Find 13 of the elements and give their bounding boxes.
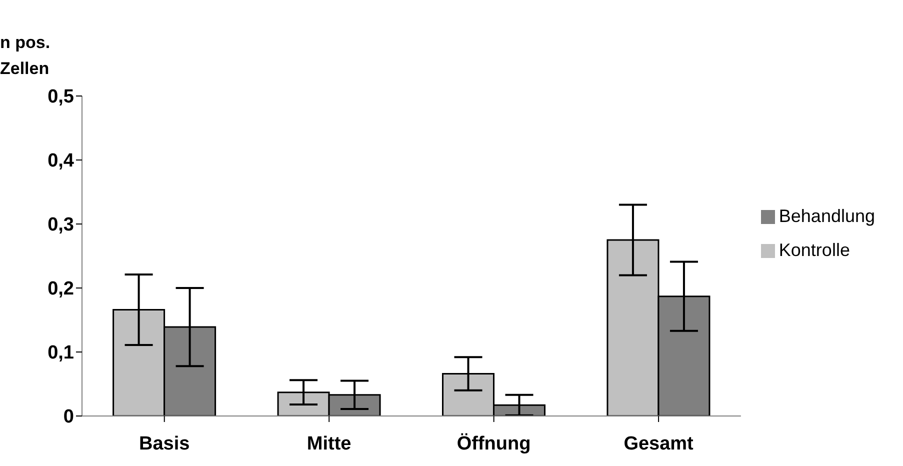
x-tick-label: Basis — [139, 433, 190, 454]
y-tick-label: 0,5 — [48, 86, 74, 108]
x-tick-label: Gesamt — [624, 433, 694, 454]
legend-label: Behandlung — [778, 206, 875, 226]
y-tick-label: 0,2 — [48, 278, 74, 300]
x-tick-label: Öffnung — [456, 432, 531, 454]
y-tick-label: 0 — [63, 406, 74, 428]
y-axis-title: n pos. Zellen — [0, 32, 52, 80]
y-tick-label: 0,4 — [48, 150, 74, 172]
legend-label: Kontrolle — [778, 240, 850, 260]
y-tick-label: 0,1 — [48, 342, 74, 364]
x-tick-label: Mitte — [306, 433, 352, 454]
y-tick-label: 0,3 — [48, 214, 74, 236]
